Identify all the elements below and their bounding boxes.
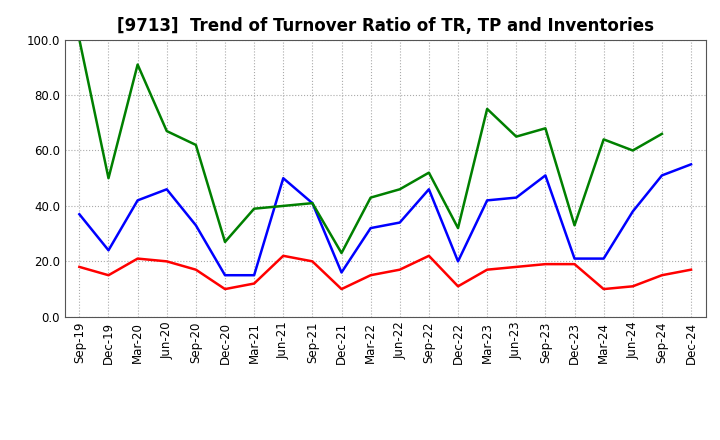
Inventories — [104, 176, 113, 181]
Inventories — [192, 142, 200, 147]
Trade Receivables — [220, 286, 229, 292]
Trade Payables — [366, 225, 375, 231]
Inventories — [220, 239, 229, 245]
Inventories — [541, 126, 550, 131]
Trade Payables — [337, 270, 346, 275]
Trade Receivables — [483, 267, 492, 272]
Inventories — [366, 195, 375, 200]
Trade Payables — [163, 187, 171, 192]
Inventories — [425, 170, 433, 175]
Trade Payables — [220, 272, 229, 278]
Trade Receivables — [192, 267, 200, 272]
Trade Payables — [308, 201, 317, 206]
Trade Payables — [629, 209, 637, 214]
Inventories — [454, 225, 462, 231]
Trade Payables — [425, 187, 433, 192]
Trade Receivables — [425, 253, 433, 258]
Trade Payables — [75, 212, 84, 217]
Trade Receivables — [454, 284, 462, 289]
Trade Receivables — [366, 272, 375, 278]
Trade Receivables — [337, 286, 346, 292]
Trade Receivables — [599, 286, 608, 292]
Trade Receivables — [279, 253, 287, 258]
Inventories — [629, 148, 637, 153]
Line: Trade Receivables: Trade Receivables — [79, 256, 691, 289]
Title: [9713]  Trend of Turnover Ratio of TR, TP and Inventories: [9713] Trend of Turnover Ratio of TR, TP… — [117, 17, 654, 35]
Trade Payables — [279, 176, 287, 181]
Trade Receivables — [629, 284, 637, 289]
Inventories — [279, 203, 287, 209]
Trade Receivables — [250, 281, 258, 286]
Inventories — [599, 137, 608, 142]
Trade Payables — [192, 223, 200, 228]
Inventories — [163, 128, 171, 134]
Trade Payables — [133, 198, 142, 203]
Trade Receivables — [308, 259, 317, 264]
Trade Receivables — [104, 272, 113, 278]
Trade Receivables — [133, 256, 142, 261]
Trade Payables — [483, 198, 492, 203]
Trade Receivables — [541, 261, 550, 267]
Trade Payables — [395, 220, 404, 225]
Trade Receivables — [687, 267, 696, 272]
Inventories — [657, 131, 666, 136]
Inventories — [75, 37, 84, 42]
Trade Payables — [657, 173, 666, 178]
Trade Payables — [454, 259, 462, 264]
Inventories — [133, 62, 142, 67]
Inventories — [337, 250, 346, 256]
Trade Receivables — [570, 261, 579, 267]
Trade Payables — [599, 256, 608, 261]
Trade Payables — [104, 248, 113, 253]
Trade Receivables — [657, 272, 666, 278]
Line: Inventories: Inventories — [79, 40, 662, 253]
Inventories — [570, 223, 579, 228]
Inventories — [395, 187, 404, 192]
Inventories — [483, 106, 492, 111]
Trade Payables — [250, 272, 258, 278]
Trade Receivables — [395, 267, 404, 272]
Inventories — [512, 134, 521, 139]
Trade Receivables — [75, 264, 84, 270]
Trade Payables — [512, 195, 521, 200]
Trade Receivables — [512, 264, 521, 270]
Trade Receivables — [163, 259, 171, 264]
Inventories — [308, 201, 317, 206]
Inventories — [250, 206, 258, 211]
Trade Payables — [687, 161, 696, 167]
Line: Trade Payables: Trade Payables — [79, 164, 691, 275]
Trade Payables — [570, 256, 579, 261]
Trade Payables — [541, 173, 550, 178]
